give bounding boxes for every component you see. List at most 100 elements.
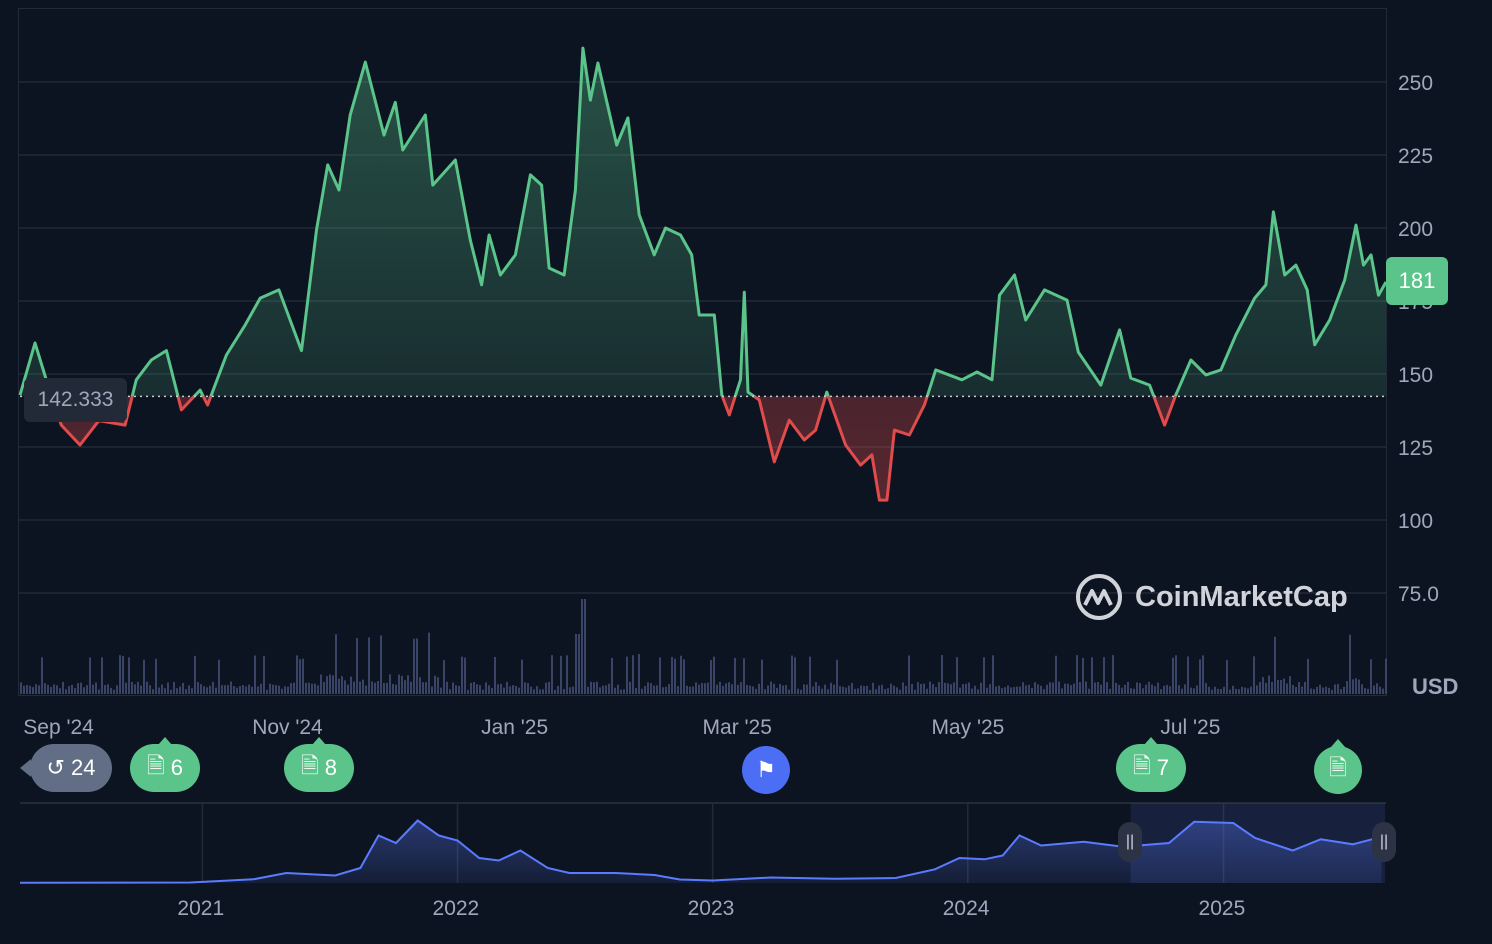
- volume-bar: [182, 682, 184, 694]
- volume-bar: [476, 684, 478, 694]
- volume-bar: [1334, 684, 1336, 694]
- volume-bar: [728, 682, 730, 694]
- volume-bar: [56, 685, 58, 694]
- volume-bar: [1106, 682, 1108, 694]
- volume-bar: [425, 682, 427, 694]
- volume-bar: [284, 686, 286, 694]
- volume-bar: [416, 638, 418, 694]
- volume-bar: [1340, 689, 1342, 694]
- news-marker[interactable]: 🗎: [1314, 739, 1362, 794]
- document-icon: 🗎: [1329, 755, 1347, 780]
- volume-bar: [119, 655, 121, 694]
- volume-bar: [503, 687, 505, 694]
- volume-bar: [1034, 682, 1036, 694]
- volume-bar: [107, 684, 109, 694]
- volume-bar: [698, 684, 700, 694]
- volume-bar: [1265, 682, 1267, 694]
- news-marker[interactable]: 🗎 7: [1116, 737, 1186, 792]
- volume-bar: [548, 681, 550, 694]
- volume-bar: [386, 682, 388, 694]
- volume-bar: [908, 655, 910, 694]
- volume-bar: [662, 687, 664, 694]
- volume-bar: [1385, 658, 1387, 694]
- volume-bar: [488, 685, 490, 694]
- coinmarketcap-logo-icon: [1076, 574, 1122, 620]
- volume-bar: [797, 688, 799, 694]
- news-marker[interactable]: 🗎 6: [130, 737, 200, 792]
- volume-bar: [521, 659, 523, 694]
- volume-bar: [746, 685, 748, 694]
- news-marker[interactable]: 🗎 8: [284, 737, 354, 792]
- volume-bar: [1355, 678, 1357, 694]
- volume-bar: [731, 684, 733, 694]
- volume-bar: [32, 687, 34, 694]
- volume-bar: [854, 688, 856, 694]
- volume-bar: [65, 689, 67, 694]
- volume-bar: [635, 687, 637, 694]
- volume-bar: [785, 685, 787, 694]
- volume-bar: [1049, 682, 1051, 694]
- volume-bar: [263, 655, 265, 694]
- volume-bar: [770, 681, 772, 694]
- volume-bar: [674, 658, 676, 694]
- x-tick-label: Jan '25: [481, 716, 548, 739]
- history-marker[interactable]: ↺ 24: [20, 744, 112, 792]
- volume-bar: [536, 686, 538, 694]
- volume-bar: [1139, 683, 1141, 694]
- volume-bar: [326, 676, 328, 694]
- volume-bar: [35, 684, 37, 694]
- volume-bar: [1277, 679, 1279, 694]
- volume-bar: [1247, 688, 1249, 694]
- volume-bar: [599, 687, 601, 694]
- brand-name: CoinMarketCap: [1135, 580, 1348, 613]
- volume-bar: [1304, 681, 1306, 694]
- volume-bar: [1349, 634, 1351, 694]
- volume-bar: [293, 682, 295, 694]
- document-icon: 🗎: [147, 753, 165, 778]
- volume-bar: [842, 686, 844, 694]
- volume-bar: [1037, 684, 1039, 694]
- volume-bar: [455, 685, 457, 694]
- volume-bar: [542, 689, 544, 694]
- volume-bar: [1085, 681, 1087, 694]
- volume-bar: [839, 686, 841, 694]
- volume-bar: [941, 655, 943, 694]
- volume-bar: [1109, 688, 1111, 694]
- volume-bar: [764, 689, 766, 694]
- volume-bar: [845, 687, 847, 694]
- navigator-left-handle[interactable]: ||: [1118, 822, 1142, 862]
- event-marker[interactable]: ⚑: [742, 746, 790, 794]
- volume-bar: [1298, 681, 1300, 694]
- volume-bar: [749, 685, 751, 694]
- volume-bar: [1307, 658, 1309, 694]
- volume-bar: [524, 682, 526, 694]
- volume-bar: [1160, 689, 1162, 694]
- volume-bar: [458, 685, 460, 694]
- volume-bar: [59, 688, 61, 694]
- volume-bar: [512, 685, 514, 694]
- volume-bar: [104, 685, 106, 694]
- volume-bar: [866, 685, 868, 694]
- volume-bar: [1175, 655, 1177, 694]
- volume-bar: [650, 683, 652, 694]
- volume-bar: [77, 683, 79, 694]
- volume-bar: [959, 687, 961, 694]
- navigator-right-handle[interactable]: ||: [1372, 822, 1396, 862]
- volume-bar: [1280, 679, 1282, 694]
- volume-bar: [755, 688, 757, 694]
- volume-bar: [602, 685, 604, 694]
- volume-bar: [1133, 688, 1135, 694]
- volume-bar: [500, 683, 502, 694]
- volume-bar: [191, 688, 193, 694]
- volume-bar: [1229, 689, 1231, 694]
- navigator-tick-label: 2022: [433, 897, 480, 920]
- volume-bar: [620, 689, 622, 694]
- volume-bar: [971, 688, 973, 694]
- volume-bar: [98, 689, 100, 694]
- volume-bar: [656, 685, 658, 694]
- volume-bar: [269, 683, 271, 694]
- volume-bar: [881, 684, 883, 694]
- volume-bar: [1301, 686, 1303, 694]
- volume-bar: [1322, 687, 1324, 694]
